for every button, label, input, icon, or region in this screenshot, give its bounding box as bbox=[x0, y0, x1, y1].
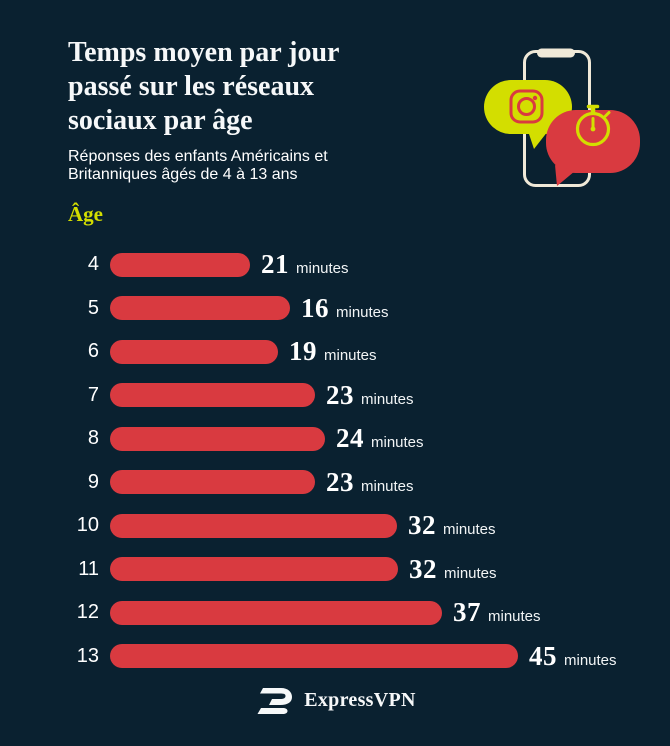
bar bbox=[110, 339, 278, 364]
bar-row: 12 37 minutes bbox=[0, 591, 670, 635]
value-group: 19 minutes bbox=[289, 336, 377, 367]
value-group: 23 minutes bbox=[326, 467, 414, 498]
bar-row: 6 19 minutes bbox=[0, 330, 670, 374]
bar bbox=[110, 600, 442, 625]
unit-label: minutes bbox=[444, 564, 497, 582]
age-label: 6 bbox=[87, 340, 99, 363]
unit-label: minutes bbox=[361, 390, 414, 408]
value-label: 16 bbox=[301, 292, 329, 323]
value-label: 32 bbox=[408, 510, 436, 541]
footer: ExpressVPN bbox=[0, 678, 670, 722]
expressvpn-logo-icon bbox=[257, 688, 293, 714]
bar bbox=[110, 426, 325, 451]
age-label: 9 bbox=[87, 470, 99, 493]
age-axis-label: Âge bbox=[68, 202, 103, 226]
bar bbox=[110, 513, 397, 538]
value-label: 23 bbox=[326, 466, 354, 497]
phone-notch bbox=[537, 48, 575, 58]
unit-label: minutes bbox=[361, 477, 414, 495]
bar bbox=[110, 470, 315, 495]
bar-row: 7 23 minutes bbox=[0, 374, 670, 418]
unit-label: minutes bbox=[371, 434, 424, 452]
age-label: 11 bbox=[78, 557, 99, 580]
age-label: 13 bbox=[76, 644, 99, 667]
unit-label: minutes bbox=[324, 347, 377, 365]
value-label: 37 bbox=[453, 597, 481, 628]
unit-label: minutes bbox=[336, 303, 389, 321]
title-line-1: Temps moyen par jour bbox=[68, 37, 340, 68]
bar-row: 4 21 minutes bbox=[0, 243, 670, 287]
value-label: 32 bbox=[409, 553, 437, 584]
value-label: 45 bbox=[529, 640, 557, 671]
age-label: 12 bbox=[76, 601, 99, 624]
header: Temps moyen par jour passé sur les résea… bbox=[68, 36, 468, 200]
bar bbox=[110, 296, 290, 321]
bar-row: 5 16 minutes bbox=[0, 287, 670, 331]
age-label: 5 bbox=[87, 296, 99, 319]
instagram-bubble bbox=[484, 80, 572, 149]
age-label: 7 bbox=[87, 383, 99, 406]
value-label: 19 bbox=[289, 336, 317, 367]
title-line-3: sociaux par âge bbox=[68, 105, 253, 136]
page-title: Temps moyen par jour passé sur les résea… bbox=[68, 36, 468, 138]
bar-row: 11 32 minutes bbox=[0, 548, 670, 592]
bar-row: 10 32 minutes bbox=[0, 504, 670, 548]
value-group: 37 minutes bbox=[453, 597, 541, 628]
value-group: 32 minutes bbox=[408, 510, 496, 541]
subtitle-line-1: Réponses des enfants Américains et bbox=[68, 148, 328, 165]
value-group: 24 minutes bbox=[336, 423, 424, 454]
value-group: 16 minutes bbox=[301, 293, 389, 324]
value-group: 32 minutes bbox=[409, 554, 497, 585]
instagram-icon bbox=[509, 89, 544, 124]
brand-name: ExpressVPN bbox=[304, 688, 416, 711]
value-group: 21 minutes bbox=[261, 249, 349, 280]
age-label: 10 bbox=[76, 514, 99, 537]
unit-label: minutes bbox=[564, 651, 617, 669]
bar-row: 13 45 minutes bbox=[0, 635, 670, 679]
unit-label: minutes bbox=[296, 260, 349, 278]
unit-label: minutes bbox=[443, 521, 496, 539]
stopwatch-bubble bbox=[546, 104, 640, 186]
phone-illustration bbox=[484, 48, 640, 187]
age-label: 8 bbox=[87, 427, 99, 450]
subtitle-line-2: Britanniques âgés de 4 à 13 ans bbox=[68, 166, 298, 183]
value-label: 24 bbox=[336, 423, 364, 454]
value-group: 23 minutes bbox=[326, 380, 414, 411]
stopwatch-icon bbox=[575, 104, 611, 147]
value-label: 21 bbox=[261, 249, 289, 280]
bar bbox=[110, 383, 315, 408]
bar bbox=[110, 557, 398, 582]
value-group: 45 minutes bbox=[529, 641, 617, 672]
bar bbox=[110, 644, 518, 669]
bar-row: 8 24 minutes bbox=[0, 417, 670, 461]
title-line-2: passé sur les réseaux bbox=[68, 71, 315, 102]
value-label: 23 bbox=[326, 379, 354, 410]
bar-chart: 4 21 minutes 5 16 minutes 6 19 minutes bbox=[0, 243, 670, 678]
age-label: 4 bbox=[87, 253, 99, 276]
bar bbox=[110, 252, 250, 277]
bar-row: 9 23 minutes bbox=[0, 461, 670, 505]
unit-label: minutes bbox=[488, 608, 541, 626]
